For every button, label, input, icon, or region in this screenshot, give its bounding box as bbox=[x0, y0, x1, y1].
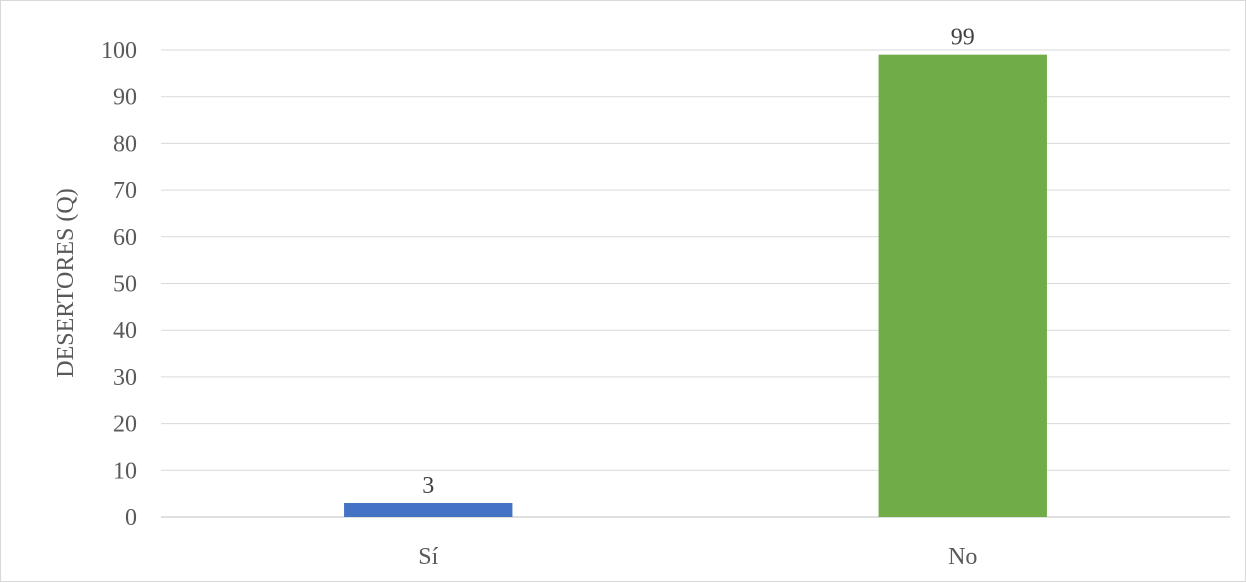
y-tick-label: 100 bbox=[101, 38, 137, 64]
y-tick-label: 50 bbox=[113, 272, 137, 298]
y-tick-label: 30 bbox=[113, 365, 137, 391]
y-tick-label: 70 bbox=[113, 178, 137, 204]
x-axis-ticks: Sí No bbox=[418, 544, 977, 570]
data-label: 3 bbox=[422, 473, 434, 499]
y-axis-ticks: 0 10 20 30 40 50 60 70 80 90 100 bbox=[101, 38, 137, 531]
data-labels: 3 99 bbox=[422, 25, 975, 499]
y-tick-label: 80 bbox=[113, 131, 137, 157]
y-tick-label: 20 bbox=[113, 412, 137, 438]
y-tick-label: 40 bbox=[113, 318, 137, 344]
y-axis-title: DESERTORES (Q) bbox=[53, 188, 79, 377]
gridlines bbox=[161, 49, 1230, 518]
bars bbox=[344, 54, 1047, 518]
bar-si bbox=[344, 502, 513, 517]
y-tick-label: 0 bbox=[125, 505, 137, 531]
y-tick-label: 10 bbox=[113, 458, 137, 484]
data-label: 99 bbox=[951, 25, 975, 51]
x-category-label: Sí bbox=[418, 544, 438, 570]
bar-no bbox=[878, 54, 1047, 518]
y-tick-label: 90 bbox=[113, 85, 137, 111]
x-category-label: No bbox=[948, 544, 977, 570]
y-tick-label: 60 bbox=[113, 225, 137, 251]
